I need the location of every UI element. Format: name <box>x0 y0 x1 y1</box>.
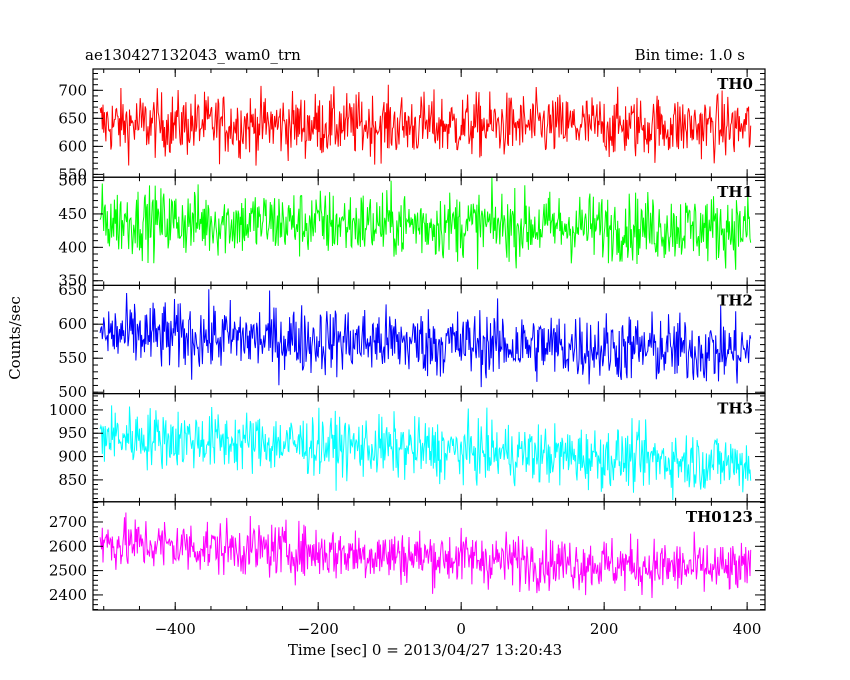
panel-label-th1: TH1 <box>717 183 753 201</box>
y-tick-label: 2500 <box>49 562 87 580</box>
y-tick-label: 500 <box>58 172 87 190</box>
chart-title: ae130427132043_wam0_trn <box>85 46 301 64</box>
series-line-th3 <box>99 405 752 501</box>
series-line-th0123 <box>99 512 752 599</box>
panel-frame <box>92 284 766 395</box>
panel-th3: 850 900 950 1000 TH3 <box>49 393 766 503</box>
y-tick-label: 950 <box>58 424 87 442</box>
panel-label-th3: TH3 <box>717 400 753 418</box>
y-tick-label: 900 <box>58 448 87 466</box>
chart-subtitle: Bin time: 1.0 s <box>635 46 745 64</box>
y-tick-label: 1000 <box>49 401 87 419</box>
panel-label-th2: TH2 <box>717 291 753 309</box>
x-tick-label: −400 <box>155 620 196 638</box>
panel-label-th0: TH0 <box>717 75 753 93</box>
y-tick-label: 400 <box>58 238 87 256</box>
y-tick-label: 600 <box>58 315 87 333</box>
series-line-th2 <box>99 289 752 388</box>
y-tick-label: 2700 <box>49 513 87 531</box>
panel-th0: 550 600 650 700 TH0 <box>58 68 766 183</box>
x-tick-label: 200 <box>590 620 619 638</box>
panel-label-th0123: TH0123 <box>686 508 753 526</box>
y-tick-label: 550 <box>58 349 87 367</box>
panel-th1: 350 400 450 500 TH1 <box>58 172 766 290</box>
y-tick-label: 500 <box>58 383 87 401</box>
x-tick-label: −200 <box>298 620 339 638</box>
y-tick-label: 350 <box>58 272 87 290</box>
x-tick-labels: −400 −200 0 200 400 <box>155 620 762 638</box>
y-tick-label: 600 <box>58 137 87 155</box>
y-tick-label: 450 <box>58 205 87 223</box>
x-tick-label: 400 <box>733 620 762 638</box>
x-axis-label: Time [sec] 0 = 2013/04/27 13:20:43 <box>288 641 562 659</box>
series-line-th0 <box>99 84 752 166</box>
y-tick-label: 650 <box>58 109 87 127</box>
y-tick-label: 2600 <box>49 537 87 555</box>
y-tick-label: 550 <box>58 165 87 183</box>
y-tick-label: 650 <box>58 281 87 299</box>
y-tick-label: 2400 <box>49 586 87 604</box>
x-tick-label: 0 <box>456 620 466 638</box>
y-tick-label: 850 <box>58 471 87 489</box>
series-line-th1 <box>99 177 752 270</box>
y-axis-label: Counts/sec <box>6 296 24 380</box>
panel-th0123: 2400 2500 2600 2700 TH0123 <box>49 501 766 611</box>
y-tick-label: 700 <box>58 81 87 99</box>
panel-th2: 500 550 600 650 TH2 <box>58 281 766 401</box>
